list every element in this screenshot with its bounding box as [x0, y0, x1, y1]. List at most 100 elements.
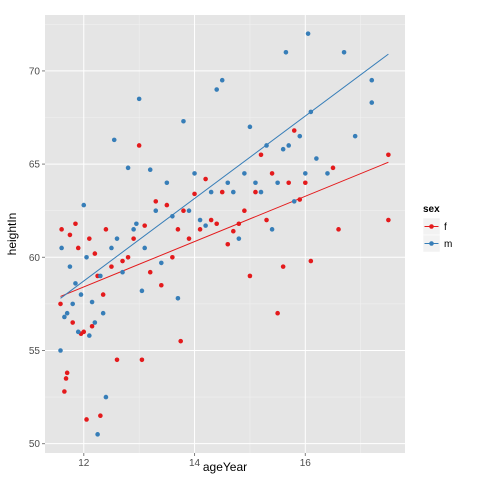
- point-f: [64, 370, 70, 376]
- point-f: [63, 376, 69, 381]
- point-m: [142, 245, 147, 251]
- point-m: [75, 329, 81, 335]
- data-points: [58, 31, 391, 437]
- x-tick-label: 12: [78, 458, 90, 469]
- point-m: [81, 202, 87, 208]
- point-f: [164, 202, 170, 208]
- point-f: [291, 128, 297, 133]
- point-m: [253, 180, 258, 186]
- point-f: [84, 417, 89, 422]
- point-m: [242, 171, 247, 176]
- point-m: [89, 299, 95, 305]
- point-f: [186, 236, 192, 241]
- point-f: [286, 180, 291, 186]
- point-m: [181, 118, 186, 124]
- point-m: [136, 96, 142, 102]
- x-tick-label: 14: [189, 458, 201, 469]
- point-f: [275, 310, 280, 316]
- point-f: [81, 329, 87, 335]
- point-m: [308, 109, 314, 115]
- point-f: [175, 227, 181, 232]
- trend-lines: [60, 53, 389, 299]
- point-m: [264, 143, 269, 148]
- y-tick-label: 50: [29, 439, 41, 450]
- point-m: [341, 49, 347, 55]
- point-f: [181, 208, 186, 214]
- point-m: [120, 269, 125, 275]
- point-m: [275, 180, 280, 186]
- point-m: [109, 245, 114, 251]
- legend-key-point: [429, 224, 434, 229]
- point-f: [219, 189, 225, 195]
- point-f: [308, 258, 314, 264]
- point-m: [87, 333, 92, 338]
- point-f: [214, 221, 219, 227]
- point-m: [352, 133, 358, 139]
- point-f: [59, 227, 64, 232]
- point-m: [175, 296, 181, 301]
- point-m: [67, 264, 73, 269]
- point-f: [136, 143, 142, 148]
- y-axis-title: heightIn: [5, 213, 19, 256]
- point-f: [203, 176, 208, 182]
- point-f: [103, 227, 109, 232]
- point-f: [192, 191, 197, 197]
- point-m: [64, 310, 70, 316]
- point-f: [153, 199, 159, 204]
- point-m: [147, 167, 153, 172]
- point-m: [186, 208, 192, 214]
- point-m: [139, 288, 145, 294]
- point-f: [225, 241, 231, 247]
- point-f: [92, 251, 98, 256]
- point-m: [114, 236, 120, 241]
- point-f: [125, 254, 131, 260]
- point-m: [314, 156, 319, 161]
- point-m: [297, 133, 303, 139]
- point-f: [142, 223, 147, 228]
- point-f: [114, 357, 120, 363]
- point-f: [280, 264, 286, 269]
- point-m: [125, 165, 131, 171]
- x-axis-title: ageYear: [203, 460, 247, 474]
- point-m: [231, 189, 236, 195]
- y-tick-label: 55: [29, 346, 41, 357]
- point-f: [159, 282, 164, 288]
- point-m: [159, 260, 164, 266]
- legend-title: sex: [423, 204, 440, 215]
- point-m: [70, 301, 75, 307]
- point-m: [73, 281, 78, 286]
- legend-key-m: [422, 234, 441, 253]
- point-m: [258, 189, 264, 195]
- point-m: [369, 100, 375, 105]
- point-f: [197, 227, 203, 232]
- point-f: [139, 357, 145, 363]
- point-f: [336, 227, 341, 232]
- point-m: [303, 171, 308, 176]
- point-f: [178, 338, 183, 344]
- point-m: [153, 208, 159, 214]
- legend: sex fm: [422, 204, 452, 253]
- point-m: [62, 314, 67, 320]
- point-m: [283, 49, 289, 55]
- point-f: [242, 208, 247, 214]
- point-m: [192, 171, 197, 176]
- point-m: [214, 87, 219, 92]
- point-m: [100, 310, 106, 316]
- point-m: [247, 124, 253, 130]
- point-f: [67, 232, 73, 238]
- point-f: [89, 323, 95, 329]
- trend-line-m: [60, 53, 389, 299]
- point-m: [58, 348, 63, 353]
- point-f: [62, 389, 67, 394]
- point-f: [75, 245, 81, 251]
- point-f: [98, 413, 103, 419]
- point-m: [369, 77, 375, 83]
- point-m: [131, 227, 136, 232]
- point-f: [109, 264, 114, 269]
- point-m: [280, 146, 286, 152]
- point-f: [58, 301, 63, 307]
- point-f: [147, 269, 153, 275]
- point-m: [305, 31, 311, 36]
- point-m: [170, 213, 175, 219]
